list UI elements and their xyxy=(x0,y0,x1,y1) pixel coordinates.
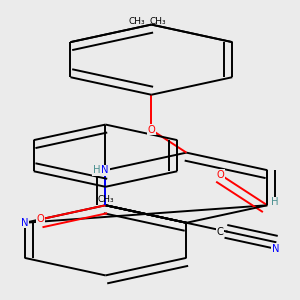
Text: N: N xyxy=(21,218,28,228)
Text: O: O xyxy=(217,170,224,180)
Text: O: O xyxy=(37,214,45,224)
Text: O: O xyxy=(148,125,155,135)
Text: H: H xyxy=(93,165,100,175)
Text: CH₃: CH₃ xyxy=(97,195,114,204)
Text: N: N xyxy=(102,165,109,175)
Text: N: N xyxy=(101,165,108,175)
Text: CH₃: CH₃ xyxy=(149,17,166,26)
Text: C: C xyxy=(217,226,224,237)
Text: CH₃: CH₃ xyxy=(129,17,146,26)
Text: N: N xyxy=(272,244,279,254)
Text: H: H xyxy=(271,197,278,207)
